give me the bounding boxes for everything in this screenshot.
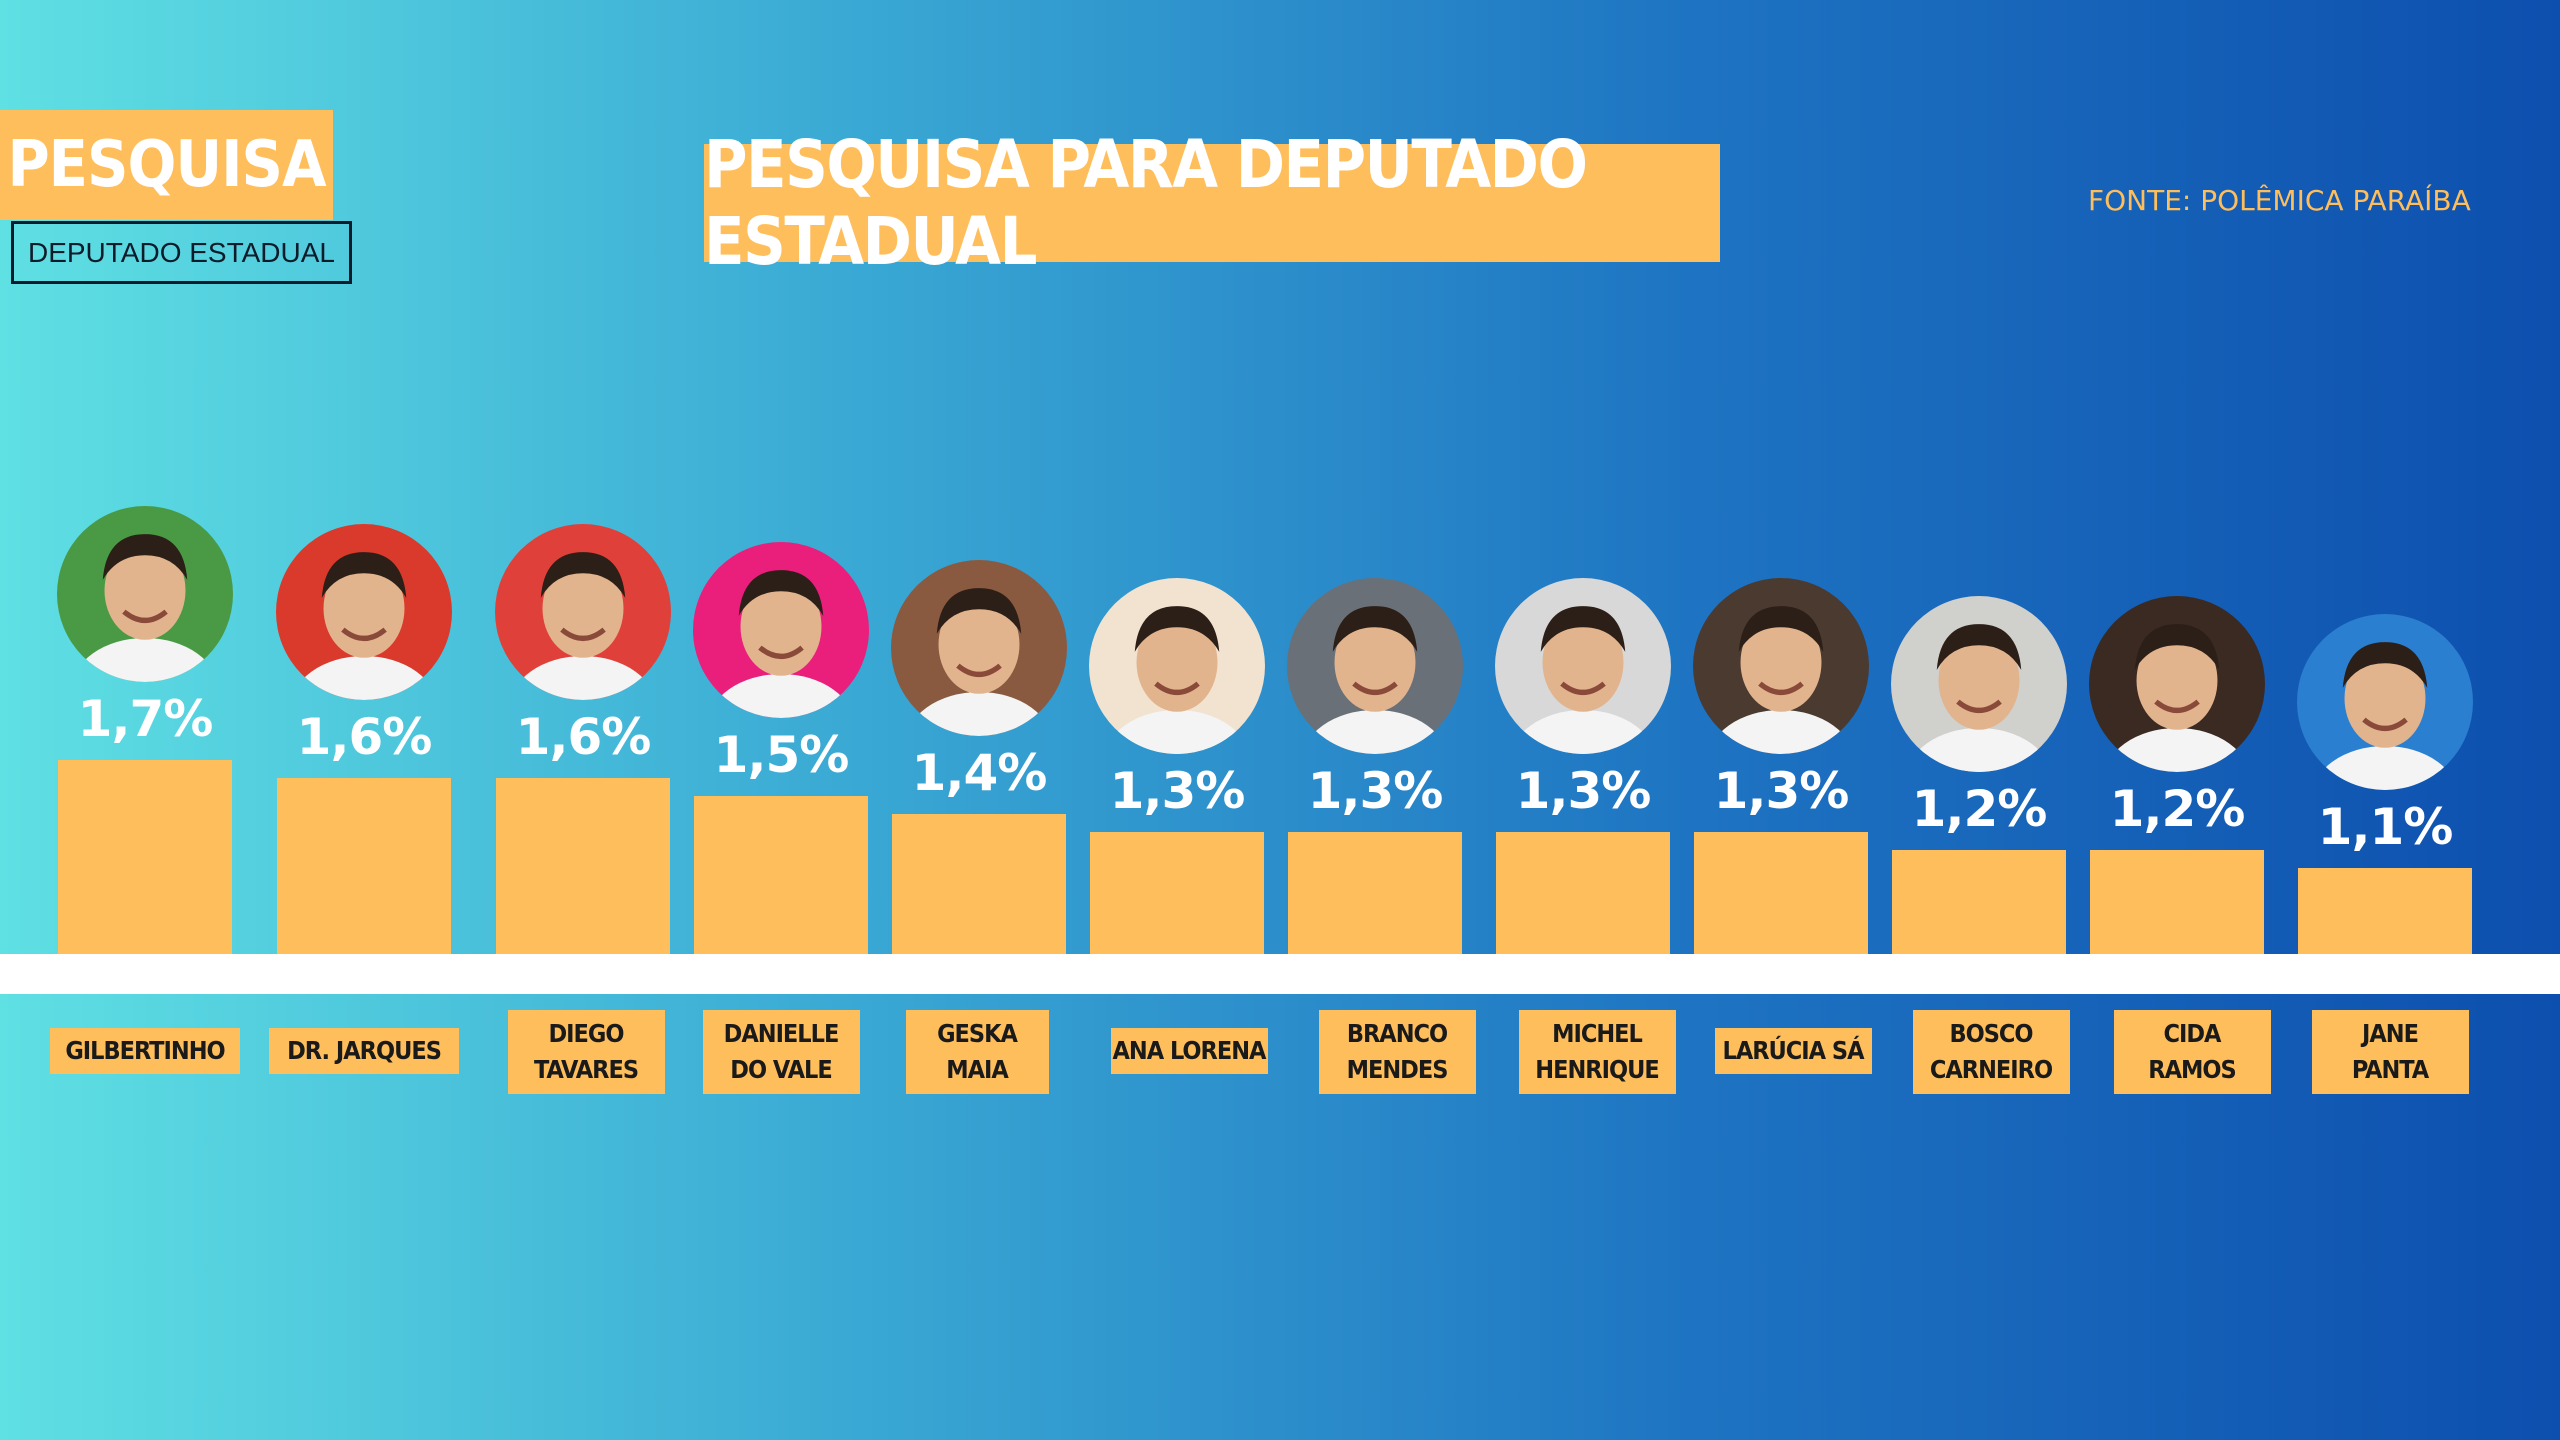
candidate-name-tag: GILBERTINHO xyxy=(50,1028,240,1074)
candidate-name-tag: LARÚCIA SÁ xyxy=(1714,1028,1872,1074)
value-label: 1,3% xyxy=(1307,762,1444,820)
candidate-photo-diego-tavares xyxy=(495,524,671,700)
bar xyxy=(892,814,1066,954)
source-label: FONTE: POLÊMICA PARAÍBA xyxy=(2088,184,2471,217)
value-label: 1,4% xyxy=(911,744,1048,802)
candidate-photo-cida-ramos xyxy=(2089,596,2265,772)
bar xyxy=(2298,868,2472,954)
value-label: 1,6% xyxy=(296,708,433,766)
bar xyxy=(1892,850,2066,954)
candidate-photo-bosco-carneiro xyxy=(1891,596,2067,772)
chart-baseline xyxy=(0,954,2560,994)
candidate-name-tag: GESKA MAIA xyxy=(905,1010,1049,1094)
value-label: 1,3% xyxy=(1515,762,1652,820)
value-label: 1,3% xyxy=(1109,762,1246,820)
candidate-name-tag: BOSCO CARNEIRO xyxy=(1912,1010,2070,1094)
candidate-photo-danielle-do-vale xyxy=(693,542,869,718)
value-label: 1,7% xyxy=(77,690,214,748)
bar xyxy=(1288,832,1462,954)
candidate-photo-branco-mendes xyxy=(1287,578,1463,754)
candidate-name-tag: BRANCO MENDES xyxy=(1318,1010,1476,1094)
value-label: 1,2% xyxy=(2109,780,2246,838)
candidate-photo-larucia-sa xyxy=(1693,578,1869,754)
bar xyxy=(496,778,670,954)
bar xyxy=(277,778,451,954)
candidate-photo-ana-lorena xyxy=(1089,578,1265,754)
candidate-photo-gilbertinho xyxy=(57,506,233,682)
candidate-name-tag: CIDA RAMOS xyxy=(2113,1010,2271,1094)
candidate-name-tag: DANIELLE DO VALE xyxy=(702,1010,860,1094)
value-label: 1,2% xyxy=(1911,780,2048,838)
bar xyxy=(2090,850,2264,954)
bar xyxy=(1694,832,1868,954)
candidate-photo-dr-jarques xyxy=(276,524,452,700)
bar xyxy=(1090,832,1264,954)
candidate-photo-michel-henrique xyxy=(1495,578,1671,754)
value-label: 1,5% xyxy=(713,726,850,784)
subtitle-box: DEPUTADO ESTADUAL xyxy=(11,221,352,284)
candidate-name-tag: DIEGO TAVARES xyxy=(507,1010,665,1094)
candidate-name-tag: MICHEL HENRIQUE xyxy=(1518,1010,1676,1094)
bar xyxy=(58,760,232,954)
bar xyxy=(694,796,868,954)
chart-title: PESQUISA PARA DEPUTADO ESTADUAL xyxy=(704,126,1720,280)
value-label: 1,1% xyxy=(2317,798,2454,856)
pesquisa-badge: PESQUISA xyxy=(0,110,333,220)
candidate-name-tag: ANA LORENA xyxy=(1110,1028,1268,1074)
candidate-photo-geska-maia xyxy=(891,560,1067,736)
candidate-photo-jane-panta xyxy=(2297,614,2473,790)
value-label: 1,6% xyxy=(515,708,652,766)
candidate-name-tag: DR. JARQUES xyxy=(269,1028,459,1074)
candidate-name-tag: JANE PANTA xyxy=(2311,1010,2469,1094)
bar xyxy=(1496,832,1670,954)
value-label: 1,3% xyxy=(1713,762,1850,820)
